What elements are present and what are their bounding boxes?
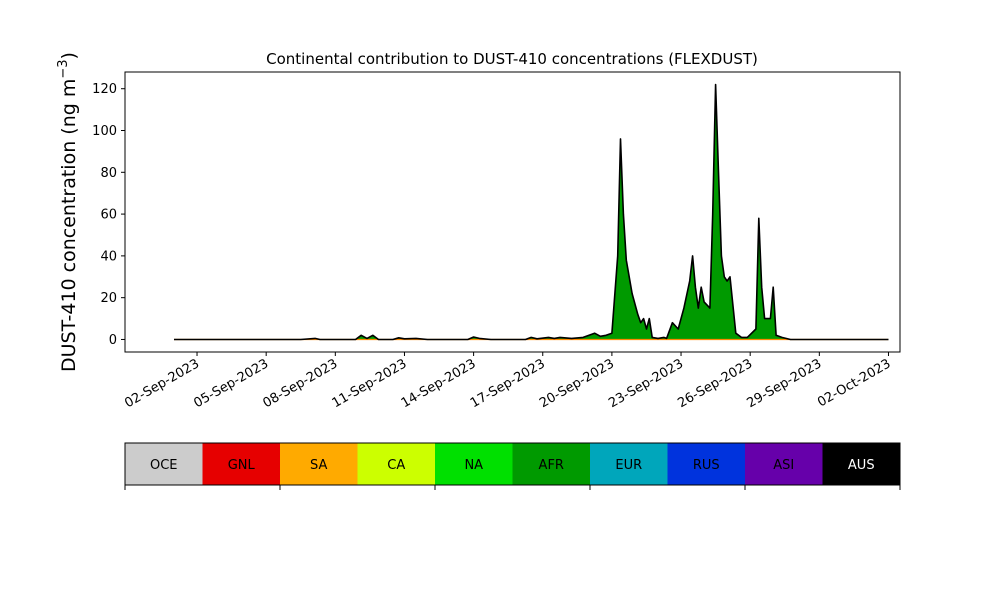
- y-tick-label: 0: [109, 333, 117, 348]
- legend-label-sa: SA: [310, 458, 327, 473]
- legend-label-gnl: GNL: [228, 458, 256, 473]
- x-tick-label: 05-Sep-2023: [191, 356, 271, 411]
- series-area-afr: [174, 84, 889, 340]
- x-tick-label: 02-Sep-2023: [122, 356, 202, 411]
- y-tick-label: 80: [100, 166, 117, 181]
- y-tick-label: 40: [100, 249, 117, 264]
- legend-swatch-gnl: [202, 443, 280, 485]
- plot-frame: [124, 71, 901, 353]
- legend-swatch-na: [435, 443, 513, 485]
- x-tick-label: 29-Sep-2023: [745, 356, 825, 411]
- x-tick-label: 14-Sep-2023: [399, 356, 479, 411]
- x-tick-label: 20-Sep-2023: [537, 356, 617, 411]
- legend-label-aus: AUS: [848, 458, 875, 473]
- legend-label-na: NA: [464, 458, 483, 473]
- y-tick-label: 120: [92, 82, 117, 97]
- x-tick-label: 02-Oct-2023: [815, 356, 893, 410]
- legend-label-ca: CA: [387, 458, 405, 473]
- legend-label-asi: ASI: [773, 458, 794, 473]
- y-axis-label: DUST-410 concentration (ng m−3): [56, 52, 80, 372]
- y-tick-label: 100: [92, 124, 117, 139]
- legend-swatch-aus: [822, 443, 900, 485]
- x-tick-label: 23-Sep-2023: [606, 356, 686, 411]
- legend-swatch-asi: [745, 443, 823, 485]
- legend-swatch-oce: [125, 443, 203, 485]
- legend-label-rus: RUS: [693, 458, 720, 473]
- continent-legend: OCE GNL SA CA NA AFR EUR RUS ASI AUS: [124, 442, 901, 490]
- plot-area: 0 20 40 60 80 100 120 02-Sep-202305-Sep-202308-…: [92, 71, 901, 411]
- legend-swatch-ca: [357, 443, 435, 485]
- y-tick-label: 20: [100, 291, 117, 306]
- y-axis-label-superscript: −3: [56, 59, 71, 78]
- chart-title: Continental contribution to DUST-410 con…: [266, 50, 758, 68]
- y-tick-label: 60: [100, 208, 117, 223]
- x-tick-label: 11-Sep-2023: [330, 356, 410, 411]
- legend-swatch-sa: [280, 443, 358, 485]
- legend-frame: [124, 442, 901, 486]
- x-tick-label: 17-Sep-2023: [468, 356, 548, 411]
- legend-swatch-eur: [590, 443, 668, 485]
- legend-swatch-afr: [512, 443, 590, 485]
- total-concentration-line: [174, 83, 889, 341]
- legend-label-eur: EUR: [615, 458, 642, 473]
- legend-swatch-rus: [667, 443, 745, 485]
- y-axis-label-main: DUST-410 concentration (ng m: [58, 79, 80, 372]
- y-axis-label-close: ): [58, 52, 80, 59]
- legend-label-afr: AFR: [539, 458, 564, 473]
- x-tick-label: 08-Sep-2023: [260, 356, 340, 411]
- x-tick-label: 26-Sep-2023: [675, 356, 755, 411]
- legend-label-oce: OCE: [150, 458, 178, 473]
